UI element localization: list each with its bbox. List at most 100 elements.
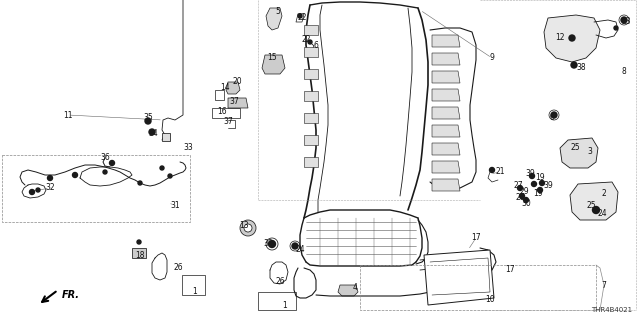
Text: 39: 39 xyxy=(543,181,553,190)
Circle shape xyxy=(529,173,534,179)
Polygon shape xyxy=(560,138,598,168)
Text: 6: 6 xyxy=(550,114,554,123)
Circle shape xyxy=(621,17,627,23)
Circle shape xyxy=(551,112,557,118)
Polygon shape xyxy=(432,143,460,155)
Text: 38: 38 xyxy=(263,239,273,249)
Text: 17: 17 xyxy=(471,234,481,243)
Bar xyxy=(360,265,596,310)
Polygon shape xyxy=(304,113,318,123)
Circle shape xyxy=(292,243,298,249)
Text: 33: 33 xyxy=(183,143,193,153)
Circle shape xyxy=(137,240,141,244)
Text: 1: 1 xyxy=(193,287,197,297)
Circle shape xyxy=(109,161,115,165)
Circle shape xyxy=(298,14,302,18)
Circle shape xyxy=(36,188,40,192)
Circle shape xyxy=(538,188,543,193)
Bar xyxy=(2,155,190,222)
Text: 9: 9 xyxy=(490,53,495,62)
Polygon shape xyxy=(570,182,618,220)
Polygon shape xyxy=(215,90,224,100)
Text: 3: 3 xyxy=(588,148,593,156)
Polygon shape xyxy=(304,135,318,145)
Circle shape xyxy=(244,224,252,232)
Text: 18: 18 xyxy=(135,251,145,260)
Text: 16: 16 xyxy=(217,108,227,116)
Polygon shape xyxy=(432,107,460,119)
Text: 19: 19 xyxy=(535,173,545,182)
Circle shape xyxy=(72,172,77,178)
Polygon shape xyxy=(162,133,170,141)
Circle shape xyxy=(168,174,172,178)
Text: 12: 12 xyxy=(556,34,564,43)
Polygon shape xyxy=(226,82,240,94)
Text: 20: 20 xyxy=(232,77,242,86)
Circle shape xyxy=(149,129,155,135)
Text: 22: 22 xyxy=(297,13,307,22)
Polygon shape xyxy=(262,55,285,74)
Text: 35: 35 xyxy=(143,114,153,123)
Polygon shape xyxy=(228,98,248,108)
Text: FR.: FR. xyxy=(62,290,80,300)
Circle shape xyxy=(614,26,618,30)
Polygon shape xyxy=(304,157,318,167)
Text: 17: 17 xyxy=(505,265,515,274)
Text: 26: 26 xyxy=(173,263,183,273)
Text: 19: 19 xyxy=(533,188,543,197)
Text: 25: 25 xyxy=(570,143,580,153)
Text: 10: 10 xyxy=(485,294,495,303)
Polygon shape xyxy=(304,25,318,35)
Text: 37: 37 xyxy=(223,117,233,126)
Text: 37: 37 xyxy=(229,98,239,107)
Text: 8: 8 xyxy=(621,68,627,76)
Text: 32: 32 xyxy=(45,183,55,193)
Circle shape xyxy=(145,118,151,124)
Circle shape xyxy=(160,166,164,170)
Text: 31: 31 xyxy=(170,201,180,210)
Text: 2: 2 xyxy=(602,189,606,198)
Text: 24: 24 xyxy=(295,244,305,253)
Polygon shape xyxy=(432,161,460,173)
Circle shape xyxy=(269,241,275,247)
Circle shape xyxy=(571,62,577,68)
Polygon shape xyxy=(432,125,460,137)
Text: 22: 22 xyxy=(301,36,311,44)
Text: 34: 34 xyxy=(148,129,158,138)
Circle shape xyxy=(29,189,35,195)
Polygon shape xyxy=(544,15,600,62)
Text: 23: 23 xyxy=(621,18,631,27)
Polygon shape xyxy=(424,250,494,305)
Text: 7: 7 xyxy=(602,281,607,290)
Text: 6: 6 xyxy=(314,42,319,51)
Circle shape xyxy=(540,180,545,186)
Polygon shape xyxy=(182,275,205,295)
Polygon shape xyxy=(304,47,318,57)
Polygon shape xyxy=(432,179,460,191)
Circle shape xyxy=(531,181,536,187)
Text: 15: 15 xyxy=(267,53,277,62)
Text: 24: 24 xyxy=(597,209,607,218)
Text: 1: 1 xyxy=(283,301,287,310)
Text: 38: 38 xyxy=(576,63,586,73)
Polygon shape xyxy=(132,248,146,258)
Text: 26: 26 xyxy=(275,277,285,286)
Circle shape xyxy=(520,194,525,198)
Circle shape xyxy=(562,28,582,48)
Circle shape xyxy=(47,175,52,180)
Circle shape xyxy=(103,170,107,174)
Circle shape xyxy=(518,186,522,190)
Text: 29: 29 xyxy=(519,188,529,196)
Text: THR4B4021: THR4B4021 xyxy=(591,307,632,313)
Text: 27: 27 xyxy=(513,181,523,190)
Circle shape xyxy=(524,197,529,203)
Text: 11: 11 xyxy=(63,110,73,119)
Text: 13: 13 xyxy=(239,221,249,230)
Text: 21: 21 xyxy=(495,167,505,177)
Text: 4: 4 xyxy=(353,284,357,292)
Circle shape xyxy=(569,35,575,41)
Circle shape xyxy=(490,167,495,172)
Polygon shape xyxy=(338,285,358,296)
Text: 28: 28 xyxy=(515,194,525,203)
Polygon shape xyxy=(304,91,318,101)
